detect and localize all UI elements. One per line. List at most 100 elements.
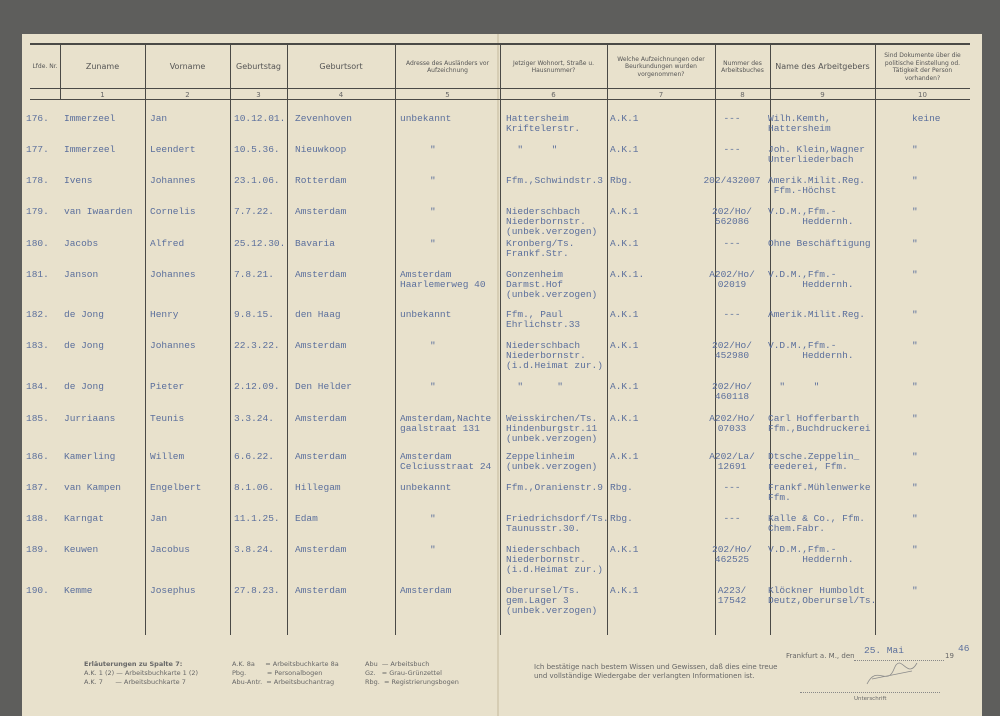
birth-date: 10.12.01.	[234, 113, 286, 124]
legend-col1-1: A.K. 7 — Arbeitsbuchkarte 7	[84, 678, 186, 686]
employer: Klöckner Humboldt Deutz,Oberursel/Ts.	[768, 585, 877, 606]
records: Rbg.	[610, 482, 633, 493]
surname: Immerzeel	[64, 113, 116, 124]
surname: de Jong	[64, 309, 104, 320]
previous-address: Amsterdam,Nachte gaalstraat 131	[400, 413, 492, 434]
column-line	[607, 45, 608, 635]
employer: V.D.M.,Ffm.- Heddernh.	[768, 269, 854, 290]
birth-date: 27.8.23.	[234, 585, 280, 596]
current-address: Niederschbach Niederbornstr. (unbek.verz…	[506, 206, 598, 237]
employer: Wilh.Kemth, Hattersheim	[768, 113, 831, 134]
workbook-number: ---	[723, 513, 741, 524]
current-address: " "	[506, 144, 558, 155]
birth-date: 7.7.22.	[234, 206, 274, 217]
row-number: 183.	[26, 340, 49, 351]
previous-address: Amsterdam	[400, 585, 452, 596]
workbook-number: 202/Ho/ 452980	[712, 340, 752, 361]
row-number: 179.	[26, 206, 49, 217]
surname: Janson	[64, 269, 99, 280]
records: A.K.1	[610, 413, 639, 424]
column-line	[875, 45, 876, 635]
birth-place: den Haag	[295, 309, 341, 320]
row-number: 187.	[26, 482, 49, 493]
column-header: Lfde. Nr.	[32, 63, 58, 71]
birth-date: 22.3.22.	[234, 340, 280, 351]
column-line	[770, 45, 771, 635]
legend-col3-0: Abu — Arbeitsbuch	[365, 660, 430, 668]
row-number: 180.	[26, 238, 49, 249]
records: A.K.1	[610, 340, 639, 351]
surname: Jurriaans	[64, 413, 116, 424]
documents: "	[912, 513, 918, 524]
documents: "	[912, 206, 918, 217]
legend-col3-1: Gz. = Grau-Grünzettel	[365, 669, 442, 677]
row-number: 177.	[26, 144, 49, 155]
workbook-number: ---	[723, 482, 741, 493]
column-number: 1	[100, 91, 105, 99]
row-number: 186.	[26, 451, 49, 462]
records: A.K.1.	[610, 269, 645, 280]
first-name: Alfred	[150, 238, 185, 249]
legend-col3-2: Rbg. = Registrierungsbogen	[365, 678, 459, 686]
column-header: Welche Aufzeichnungen oder Beurkundungen…	[617, 55, 705, 78]
previous-address: "	[430, 206, 436, 217]
surname: de Jong	[64, 381, 104, 392]
place-label: Frankfurt a. M., den	[786, 652, 855, 660]
documents: "	[912, 381, 918, 392]
row-number: 188.	[26, 513, 49, 524]
previous-address: Amsterdam Celciusstraat 24	[400, 451, 492, 472]
workbook-number: ---	[723, 309, 741, 320]
column-header: Sind Dokumente über die politische Einst…	[884, 52, 961, 82]
first-name: Pieter	[150, 381, 185, 392]
first-name: Jacobus	[150, 544, 190, 555]
column-number: 10	[918, 91, 927, 99]
legend-col2-2: Abu-Antr. = Arbeitsbuchantrag	[232, 678, 335, 686]
workbook-number: A202/La/ 12691	[709, 451, 755, 472]
row-number: 176.	[26, 113, 49, 124]
birth-place: Amsterdam	[295, 340, 347, 351]
row-number: 184.	[26, 381, 49, 392]
column-number: 5	[445, 91, 450, 99]
current-address: " "	[506, 381, 564, 392]
current-address: Kronberg/Ts. Frankf.Str.	[506, 238, 575, 259]
birth-date: 25.12.30.	[234, 238, 286, 249]
first-name: Jan	[150, 513, 168, 524]
column-number: 2	[185, 91, 190, 99]
documents: "	[912, 309, 918, 320]
birth-date: 23.1.06.	[234, 175, 280, 186]
birth-date: 9.8.15.	[234, 309, 274, 320]
column-line	[145, 45, 146, 635]
employer: Amerik.Milit.Reg.	[768, 309, 865, 320]
column-header: Geburtsort	[319, 62, 363, 71]
first-name: Cornelis	[150, 206, 196, 217]
birth-date: 2.12.09.	[234, 381, 280, 392]
year-prefix: 19	[945, 652, 954, 660]
surname: de Jong	[64, 340, 104, 351]
records: A.K.1	[610, 144, 639, 155]
column-header: Nummer des Arbeitsbuches	[721, 59, 764, 75]
surname: van Iwaarden	[64, 206, 133, 217]
column-number: 3	[256, 91, 261, 99]
birth-place: Zevenhoven	[295, 113, 353, 124]
year-filled: 46	[958, 643, 970, 654]
records: A.K.1	[610, 381, 639, 392]
previous-address: unbekannt	[400, 309, 452, 320]
column-number: 4	[338, 91, 344, 99]
row-number: 182.	[26, 309, 49, 320]
previous-address: unbekannt	[400, 113, 452, 124]
birth-date: 3.3.24.	[234, 413, 274, 424]
birth-place: Rotterdam	[295, 175, 347, 186]
employer: " "	[768, 381, 820, 392]
surname: Ivens	[64, 175, 93, 186]
first-name: Engelbert	[150, 482, 202, 493]
documents: "	[912, 238, 918, 249]
page-fold	[497, 34, 499, 716]
records: A.K.1	[610, 206, 639, 217]
previous-address: "	[430, 144, 436, 155]
current-address: Niederschbach Niederbornstr. (i.d.Heimat…	[506, 340, 603, 371]
birth-date: 11.1.25.	[234, 513, 280, 524]
surname: Keuwen	[64, 544, 99, 555]
document-page: Lfde. Nr. Zuname Vorname Geburtstag Geburtso…	[22, 34, 982, 716]
records: A.K.1	[610, 238, 639, 249]
birth-date: 6.6.22.	[234, 451, 274, 462]
